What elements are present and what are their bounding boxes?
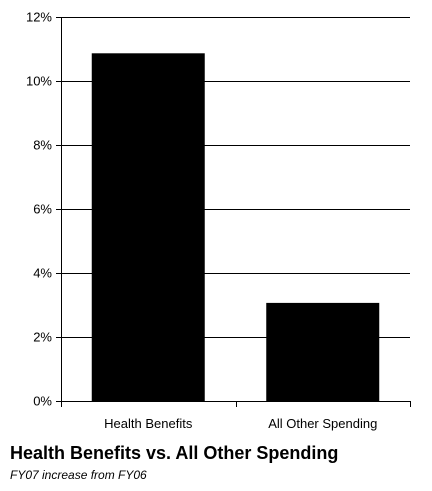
bar-chart: 0% 2% 4% 6% 8% 10% 12% Health Benefits All Other… [26,10,411,431]
chart-title: Health Benefits vs. All Other Spending [10,443,339,463]
y-tick-label: 12% [26,10,52,25]
x-tick-label: Health Benefits [104,416,193,431]
x-tick-label: All Other Spending [268,416,377,431]
y-tick-label: 6% [33,202,52,217]
y-tick-label: 2% [33,330,52,345]
chart-subtitle: FY07 increase from FY06 [10,468,147,482]
bar [91,53,205,402]
bar [266,302,380,402]
y-tick-label: 10% [26,74,52,89]
y-tick-label: 8% [33,138,52,153]
y-tick-label: 0% [33,394,52,409]
y-tick-label: 4% [33,266,52,281]
